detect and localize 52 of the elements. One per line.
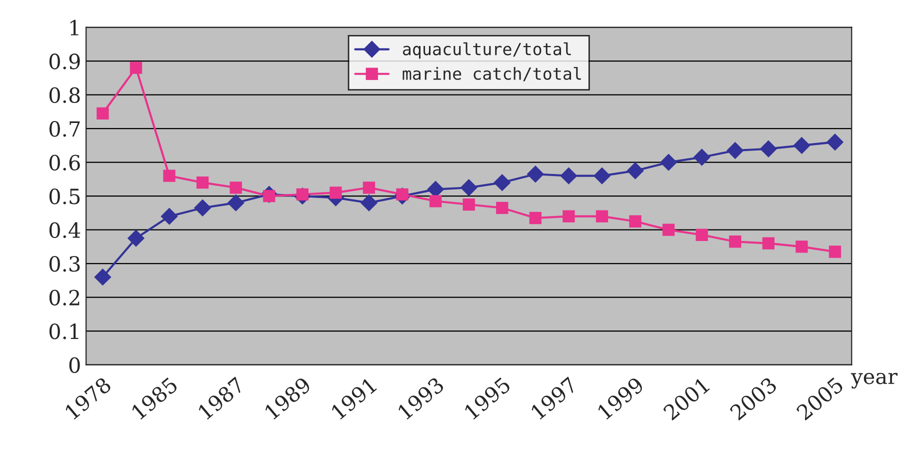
point (662, 224, 675, 236)
y-tick-label: 0.6 (49, 154, 80, 171)
point (330, 186, 342, 199)
point (660, 154, 677, 171)
point (826, 134, 844, 150)
point (96, 107, 109, 120)
point (760, 140, 777, 158)
y-tick-label: 0 (69, 357, 80, 374)
legend-label: aquaculture/total (402, 42, 571, 59)
point (460, 179, 478, 196)
point (762, 237, 774, 250)
point (94, 268, 112, 286)
point (527, 166, 544, 183)
y-tick-label: 0.8 (49, 87, 80, 104)
legend-label: marine catch/total (402, 66, 581, 82)
y-tick-label: 0.1 (49, 324, 78, 340)
y-tick-label: 0.5 (49, 188, 80, 204)
y-tick-label: 0.4 (49, 222, 80, 238)
point (429, 195, 442, 208)
point (828, 246, 842, 258)
point (529, 212, 542, 224)
point (128, 230, 144, 247)
point (362, 182, 376, 194)
y-tick-label: 0.3 (49, 256, 80, 272)
y-tick-label: 1 (70, 20, 78, 36)
point (626, 162, 644, 180)
point (160, 208, 178, 225)
point (594, 167, 610, 184)
point (629, 215, 642, 228)
point (130, 62, 142, 74)
point (194, 200, 211, 216)
point (729, 236, 742, 248)
point (596, 210, 608, 222)
point (693, 148, 710, 166)
point (562, 210, 575, 222)
y-tick-label: 0.7 (49, 121, 80, 137)
point (494, 174, 511, 191)
point (726, 142, 744, 159)
point (793, 137, 810, 154)
y-tick-label: 0.2 (49, 290, 80, 306)
point (230, 182, 242, 194)
x-axis-title: year (850, 372, 898, 389)
point (196, 176, 209, 189)
point (163, 170, 176, 182)
point (560, 167, 578, 184)
point (496, 202, 508, 214)
point (462, 198, 475, 211)
point (227, 194, 244, 212)
point (360, 194, 378, 212)
point (696, 228, 708, 241)
point (796, 240, 808, 253)
y-tick-label: 0.9 (49, 54, 80, 70)
